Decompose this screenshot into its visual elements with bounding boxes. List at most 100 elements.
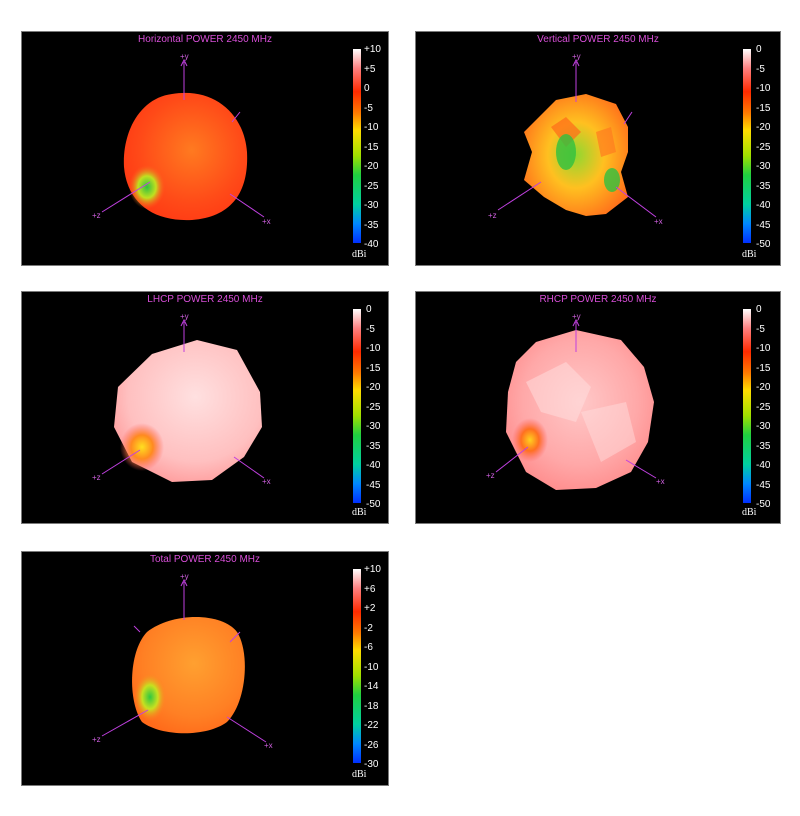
colorbar-ticks: +10 +6 +2 -2 -6 -10 -14 -18 -22 -26 -30 — [364, 564, 388, 770]
tick-label: -40 — [364, 239, 379, 250]
colorbar-ticks: 0 -5 -10 -15 -20 -25 -30 -35 -40 -45 -50 — [366, 304, 388, 510]
tick-label: -30 — [756, 161, 771, 172]
axis-label-y: +y — [572, 312, 581, 321]
tick-label: -6 — [364, 642, 373, 653]
colorbar — [353, 49, 361, 243]
tick-label: -35 — [364, 219, 379, 231]
tick-label: -35 — [756, 440, 771, 452]
tick-label: -30 — [756, 421, 771, 432]
axis-label-z: +z — [92, 473, 101, 482]
tick-label: -25 — [756, 401, 771, 413]
tick-label: -45 — [366, 479, 381, 491]
panel-title: Horizontal POWER 2450 MHz — [138, 34, 272, 45]
unit-label: dBi — [352, 249, 367, 260]
vertical-power-panel: Vertical POWER 2450 MHz +y +x +z 0 -5 -1… — [415, 31, 781, 266]
pattern-null — [120, 423, 164, 471]
tick-label: -10 — [364, 122, 379, 133]
tick-label: -5 — [364, 102, 373, 114]
colorbar-ticks: +10 +5 0 -5 -10 -15 -20 -25 -30 -35 -40 — [364, 44, 388, 250]
tick-label: -40 — [366, 460, 381, 471]
tick-label: -5 — [756, 63, 765, 75]
tick-label: -40 — [756, 460, 771, 471]
tick-label: -25 — [756, 141, 771, 153]
tick-label: 0 — [756, 44, 762, 55]
lhcp-radiation-pattern: +y +x +z — [92, 312, 271, 486]
tick-label: -18 — [364, 700, 379, 712]
unit-label: dBi — [742, 507, 757, 518]
tick-label: -26 — [364, 739, 379, 751]
pattern-null — [512, 418, 548, 462]
axis-label-x: +x — [262, 217, 271, 226]
panel-title: LHCP POWER 2450 MHz — [147, 294, 263, 305]
horizontal-power-panel: Horizontal POWER 2450 MHz +y +x +z +10 + — [21, 31, 389, 266]
tick-label: -14 — [364, 681, 379, 692]
tick-label: +2 — [364, 603, 376, 614]
horizontal-radiation-pattern: +y +x +z — [92, 52, 271, 226]
panel-title: Total POWER 2450 MHz — [149, 554, 261, 565]
tick-label: +6 — [364, 583, 376, 595]
tick-label: -15 — [756, 102, 771, 114]
tick-label: -20 — [364, 161, 379, 172]
tick-label: -50 — [756, 499, 771, 510]
tick-label: -2 — [364, 622, 373, 634]
tick-label: -40 — [756, 200, 771, 211]
colorbar — [353, 309, 361, 503]
tick-label: -20 — [756, 122, 771, 133]
tick-label: -45 — [756, 479, 771, 491]
tick-label: -25 — [364, 180, 379, 192]
rhcp-power-panel: RHCP POWER 2450 MHz +y +x +z 0 -5 — [415, 291, 781, 524]
panel-title: Vertical POWER 2450 MHz — [537, 34, 659, 45]
lhcp-power-panel: LHCP POWER 2450 MHz +y +x +z 0 -5 -10 — [21, 291, 389, 524]
pattern-surface — [524, 94, 628, 216]
panel-title: RHCP POWER 2450 MHz — [539, 294, 657, 305]
tick-label: -35 — [756, 180, 771, 192]
axis-label-z: +z — [92, 211, 101, 220]
tick-label: -30 — [364, 200, 379, 211]
colorbar — [743, 309, 751, 503]
tick-label: -20 — [366, 382, 381, 393]
tick-label: -5 — [756, 323, 765, 335]
axis-label-y: +y — [180, 52, 189, 61]
tick-label: -10 — [364, 661, 379, 673]
tick-label: 0 — [364, 83, 370, 94]
tick-label: -30 — [364, 759, 379, 770]
tick-label: 0 — [756, 304, 762, 315]
rhcp-radiation-pattern: +y +x +z — [486, 312, 665, 490]
tick-label: -35 — [366, 440, 381, 452]
unit-label: dBi — [352, 769, 367, 780]
unit-label: dBi — [352, 507, 367, 518]
pattern-null — [134, 673, 166, 721]
tick-label: -10 — [756, 343, 771, 354]
axis-label-x: +x — [262, 477, 271, 486]
tick-label: +10 — [364, 44, 381, 55]
pattern-null — [129, 165, 165, 209]
total-radiation-pattern: +y +x +z — [92, 572, 273, 750]
tick-label: -20 — [756, 382, 771, 393]
tick-label: -45 — [756, 219, 771, 231]
colorbar-ticks: 0 -5 -10 -15 -20 -25 -30 -35 -40 -45 -50 — [756, 44, 780, 250]
tick-label: -15 — [364, 141, 379, 153]
tick-label: +10 — [364, 564, 381, 575]
tick-label: -15 — [756, 362, 771, 374]
axis-label-z: +z — [488, 211, 497, 220]
tick-label: -22 — [364, 720, 379, 731]
tick-label: -30 — [366, 421, 381, 432]
axis-label-y: +y — [180, 572, 189, 581]
colorbar-ticks: 0 -5 -10 -15 -20 -25 -30 -35 -40 -45 -50 — [756, 304, 780, 510]
axis-label-z: +z — [486, 471, 495, 480]
colorbar — [743, 49, 751, 243]
tick-label: -15 — [366, 362, 381, 374]
tick-label: -10 — [366, 343, 381, 354]
vertical-radiation-pattern: +y +x +z — [488, 52, 663, 226]
axis-label-x: +x — [654, 217, 663, 226]
axis-label-x: +x — [264, 741, 273, 750]
unit-label: dBi — [742, 249, 757, 260]
axis-label-z: +z — [92, 735, 101, 744]
tick-label: +5 — [364, 63, 376, 75]
colorbar — [353, 569, 361, 763]
tick-label: 0 — [366, 304, 372, 315]
tick-label: -25 — [366, 401, 381, 413]
axis-label-y: +y — [572, 52, 581, 61]
tick-label: -50 — [756, 239, 771, 250]
tick-label: -5 — [366, 323, 375, 335]
